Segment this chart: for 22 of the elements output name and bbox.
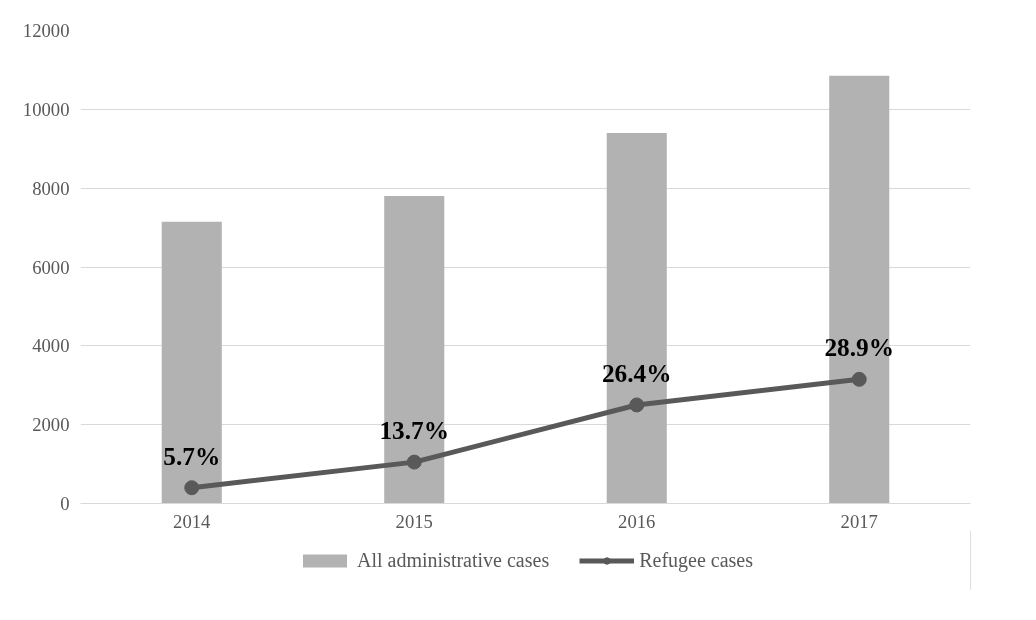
- annotation: 28.9%: [824, 333, 895, 362]
- y-tick-label: 0: [60, 493, 70, 514]
- y-tick-label: 6000: [32, 256, 70, 278]
- annotation: 5.7%: [163, 441, 221, 470]
- x-tick-label: 2017: [840, 510, 878, 532]
- y-tick-label: 10000: [22, 98, 70, 120]
- y-tick-label: 2000: [32, 414, 70, 436]
- point: [851, 371, 867, 387]
- y-tick-label: 8000: [32, 177, 70, 199]
- x-tick-label: 2015: [395, 510, 433, 532]
- point: [406, 454, 422, 470]
- y-tick-label: 4000: [32, 335, 70, 357]
- point: [184, 480, 200, 496]
- x-tick-label: 2016: [618, 510, 656, 532]
- annotation: 13.7%: [379, 416, 450, 445]
- x-tick-label: 2014: [173, 510, 212, 532]
- bar: [161, 221, 222, 504]
- y-tick-label: 12000: [22, 20, 70, 41]
- legend-label: All administrative cases: [357, 548, 550, 572]
- point: [629, 397, 645, 413]
- annotation: 26.4%: [601, 358, 672, 387]
- legend-label: Refugee cases: [639, 548, 753, 572]
